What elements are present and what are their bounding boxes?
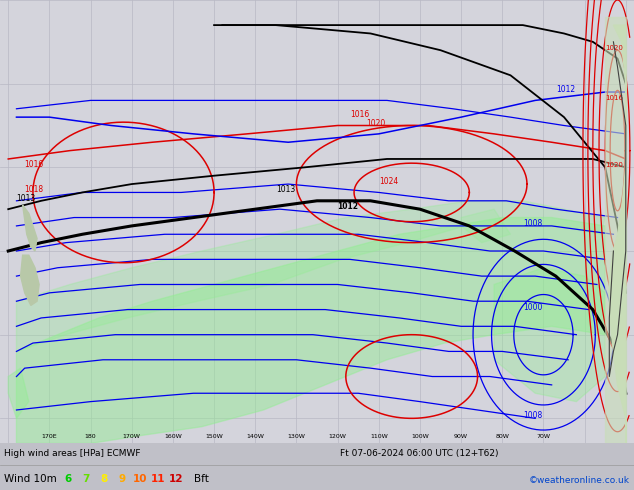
Text: Bft: Bft bbox=[194, 474, 209, 484]
Polygon shape bbox=[461, 209, 510, 243]
Text: 1000: 1000 bbox=[523, 303, 542, 312]
Text: 80W: 80W bbox=[495, 434, 509, 439]
Text: 90W: 90W bbox=[454, 434, 468, 439]
Text: 12: 12 bbox=[169, 474, 183, 484]
Polygon shape bbox=[605, 17, 626, 443]
Text: 1018: 1018 bbox=[25, 185, 44, 195]
Text: 150W: 150W bbox=[205, 434, 223, 439]
Text: 6: 6 bbox=[65, 474, 72, 484]
Polygon shape bbox=[20, 255, 39, 305]
Polygon shape bbox=[494, 268, 605, 402]
Text: Ft 07-06-2024 06:00 UTC (12+T62): Ft 07-06-2024 06:00 UTC (12+T62) bbox=[340, 449, 498, 458]
Text: 8: 8 bbox=[100, 474, 108, 484]
Text: 140W: 140W bbox=[247, 434, 264, 439]
Text: 70W: 70W bbox=[536, 434, 550, 439]
Text: 130W: 130W bbox=[287, 434, 306, 439]
Text: 1016: 1016 bbox=[605, 96, 623, 101]
Polygon shape bbox=[16, 201, 605, 351]
Text: 1020: 1020 bbox=[605, 162, 623, 169]
Text: 1012: 1012 bbox=[337, 202, 359, 211]
Text: 1008: 1008 bbox=[523, 219, 542, 228]
Text: High wind areas [HPa] ECMWF: High wind areas [HPa] ECMWF bbox=[4, 449, 141, 458]
Text: 1020: 1020 bbox=[605, 45, 623, 51]
Text: 1008: 1008 bbox=[523, 411, 542, 420]
Polygon shape bbox=[16, 218, 605, 443]
Polygon shape bbox=[609, 25, 626, 443]
Text: 160W: 160W bbox=[164, 434, 182, 439]
Text: 10: 10 bbox=[133, 474, 147, 484]
Text: 1013: 1013 bbox=[16, 194, 36, 203]
Text: 120W: 120W bbox=[328, 434, 347, 439]
Text: 7: 7 bbox=[82, 474, 89, 484]
Text: 170W: 170W bbox=[123, 434, 141, 439]
Text: 180: 180 bbox=[85, 434, 96, 439]
Text: 1016: 1016 bbox=[350, 110, 369, 119]
Text: 1024: 1024 bbox=[378, 177, 398, 186]
Text: 1016: 1016 bbox=[25, 160, 44, 170]
Polygon shape bbox=[8, 368, 29, 418]
Text: 110W: 110W bbox=[370, 434, 387, 439]
Text: 1012: 1012 bbox=[556, 85, 575, 94]
Polygon shape bbox=[23, 205, 37, 251]
Text: 1013: 1013 bbox=[276, 185, 295, 195]
Text: 11: 11 bbox=[151, 474, 165, 484]
Text: 9: 9 bbox=[119, 474, 126, 484]
Text: ©weatheronline.co.uk: ©weatheronline.co.uk bbox=[529, 476, 630, 485]
Text: 100W: 100W bbox=[411, 434, 429, 439]
Text: 170E: 170E bbox=[42, 434, 57, 439]
Text: 1020: 1020 bbox=[366, 119, 385, 127]
Text: Wind 10m: Wind 10m bbox=[4, 474, 57, 484]
